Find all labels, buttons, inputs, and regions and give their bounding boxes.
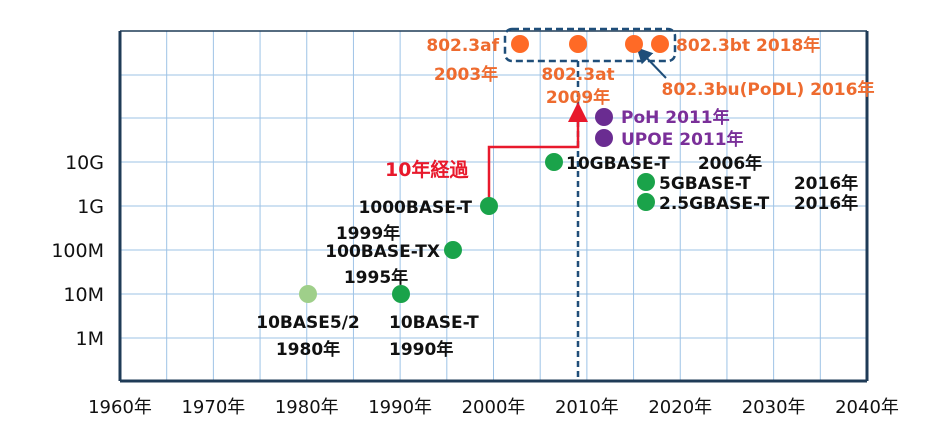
point-label: 802.3af: [426, 36, 499, 56]
point-label: 802.3bt 2018年: [676, 35, 820, 56]
point-labels: 10BASE5/21980年10BASE-T1990年100BASE-TX199…: [256, 35, 874, 360]
point-label: 1999年: [336, 223, 400, 244]
podl-pointer-arrow: [636, 47, 667, 79]
data-point: [595, 129, 613, 147]
x-tick-label: 2030年: [742, 397, 806, 418]
point-label: 1990年: [389, 339, 453, 360]
point-label: 5GBASE-T: [659, 174, 751, 194]
data-point: [625, 35, 643, 53]
x-tick-label: 2020年: [648, 397, 712, 418]
point-label: 802.3bu(PoDL) 2016年: [662, 79, 875, 100]
data-point: [392, 285, 410, 303]
data-point: [595, 108, 613, 126]
point-label: 2.5GBASE-T: [659, 194, 770, 214]
y-tick-label: 10M: [63, 284, 104, 306]
point-label: 2003年: [434, 64, 498, 85]
x-tick-label: 1980年: [275, 397, 339, 418]
point-label: 2016年: [794, 173, 858, 194]
data-point: [444, 241, 462, 259]
point-label: UPOE 2011年: [621, 129, 744, 150]
point-label: 2009年: [546, 87, 610, 108]
point-label: 802.3at: [541, 65, 614, 85]
point-label: 1980年: [276, 339, 340, 360]
x-tick-label: 2010年: [555, 397, 619, 418]
data-point: [651, 35, 669, 53]
y-tick-label: 1G: [77, 196, 104, 218]
data-point: [545, 153, 563, 171]
grid: [120, 31, 867, 381]
x-tick-label: 2000年: [462, 397, 526, 418]
poe-group-box: [503, 27, 677, 63]
x-tick-label: 2040年: [835, 397, 899, 418]
point-label: 2006年: [698, 153, 762, 174]
point-label: 1000BASE-T: [359, 198, 473, 218]
x-tick-label: 1970年: [181, 397, 245, 418]
y-tick-label: 100M: [51, 240, 104, 262]
point-label: 100BASE-TX: [325, 242, 440, 262]
x-tick-label: 1990年: [368, 397, 432, 418]
x-tick-label: 1960年: [88, 397, 152, 418]
y-tick-label: 1M: [76, 328, 104, 350]
point-label: 10BASE-T: [389, 313, 479, 333]
y-tick-label: 10G: [65, 152, 104, 174]
data-point: [299, 285, 317, 303]
axes: [118, 30, 869, 383]
elapsed-annotation: 10年経過: [385, 158, 469, 181]
data-point: [569, 35, 587, 53]
point-label: 2016年: [794, 193, 858, 214]
point-label: 10BASE5/2: [256, 313, 360, 333]
point-label: 1995年: [344, 267, 408, 288]
data-point: [637, 173, 655, 191]
elapsed-arrow: [487, 102, 588, 200]
data-point: [637, 193, 655, 211]
data-point: [480, 197, 498, 215]
point-label: PoH 2011年: [621, 107, 730, 128]
tick-labels: 1960年 1970年 1980年 1990年 2000年 2010年 2020年 2030年…: [51, 152, 899, 418]
data-points: [299, 35, 669, 303]
guides: [487, 27, 677, 381]
data-point: [511, 35, 529, 53]
point-label: 10GBASE-T: [566, 154, 670, 174]
